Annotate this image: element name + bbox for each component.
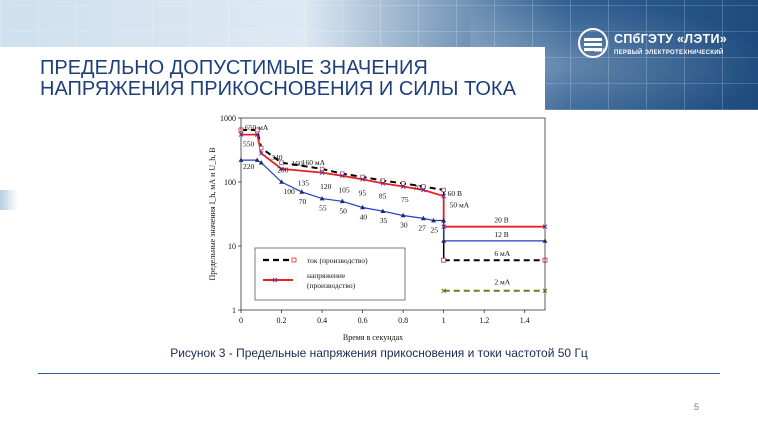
data-label: 25 <box>431 226 439 235</box>
data-label: 40 <box>360 212 368 221</box>
voltage-point-marker <box>254 132 260 137</box>
x-tick-label: 0.4 <box>317 316 327 325</box>
x-axis-label: Время в секундах <box>343 333 403 342</box>
current-point-marker <box>441 257 447 263</box>
data-label: 160 мА <box>302 158 326 167</box>
data-label: 85 <box>379 192 387 201</box>
x-tick-label: 0.2 <box>277 316 287 325</box>
data-label: 50 мА <box>450 200 470 209</box>
voltage-point-marker <box>441 193 446 199</box>
y-tick-label: 10 <box>228 242 236 251</box>
x-tick-label: 0.6 <box>358 316 368 325</box>
data-label: 27 <box>418 223 426 232</box>
x-tick-label: 0.8 <box>398 316 408 325</box>
logo-subtitle: ПЕРВЫЙ ЭЛЕКТРОТЕХНИЧЕСКИЙ <box>614 50 724 56</box>
data-label: 160 <box>292 159 304 168</box>
legend-voltage-label: напряжение (производство) <box>307 271 356 290</box>
current-point-marker <box>259 145 264 151</box>
blue-point-marker <box>339 198 345 204</box>
blue-point-marker <box>421 215 426 221</box>
current-point-marker <box>441 187 446 193</box>
data-label: 220 <box>243 162 255 171</box>
data-label: 120 <box>320 182 332 191</box>
data-label: 550 <box>243 140 255 149</box>
data-label: 12 В <box>494 230 508 239</box>
current-point-marker <box>400 181 406 186</box>
data-label: 30 <box>400 220 408 229</box>
university-logo: 1886 СПбГЭТУ «ЛЭТИ» ПЕРВЫЙ ЭЛЕКТРОТЕХНИЧ… <box>578 26 748 66</box>
voltage-point-marker <box>421 187 426 193</box>
legend-voltage-marker <box>272 277 278 283</box>
data-label: 6 мА <box>494 249 510 258</box>
data-label: 20 В <box>494 216 508 225</box>
current-point-marker <box>279 160 284 165</box>
decorative-stripe <box>0 190 18 210</box>
data-label: 100 <box>284 187 296 196</box>
page-number: 5 <box>694 402 700 412</box>
blue-point-marker <box>254 157 260 162</box>
data-label: 650 мА <box>245 123 269 132</box>
voltage-point-marker <box>360 177 365 182</box>
data-label: 70 <box>413 183 421 192</box>
data-label: 105 <box>338 186 350 195</box>
footer-divider <box>38 373 720 374</box>
voltage-point-marker <box>319 170 325 175</box>
y-tick-label: 1 <box>232 306 236 315</box>
plot-frame <box>240 117 546 311</box>
blue-point-marker <box>319 196 325 201</box>
y-axis-label: Предельные значения I_h, мА и U_h, В <box>208 147 217 280</box>
blue-point-marker <box>441 217 447 223</box>
current-point-marker <box>421 184 426 189</box>
y-tick-label: 100 <box>224 178 236 187</box>
current-point-marker <box>254 127 260 133</box>
legend-box <box>254 247 406 301</box>
current-point-marker <box>319 166 325 172</box>
olive-point-marker <box>441 288 447 294</box>
data-label: 60 В <box>448 189 462 198</box>
current-point-marker <box>380 178 386 183</box>
x-tick-label: 1.2 <box>479 316 489 325</box>
data-label: 135 <box>298 179 310 188</box>
data-label: 35 <box>380 216 388 225</box>
data-label: 2 мА <box>494 278 510 287</box>
legend-current-label: ток (производство) <box>307 256 368 265</box>
blue-point-marker <box>380 208 386 213</box>
data-label: 55 <box>319 204 327 213</box>
y-tick-label: 1000 <box>220 114 236 123</box>
blue-point-marker <box>299 189 305 194</box>
logo-year: 1886 <box>594 48 606 54</box>
voltage-point-marker <box>441 224 446 230</box>
blue-point-marker <box>258 160 264 165</box>
voltage-point-marker <box>340 173 345 179</box>
blue-point-marker <box>400 212 406 218</box>
blue-point-marker <box>431 217 436 223</box>
slide-title: ПРЕДЕЛЬНО ДОПУСТИМЫЕ ЗНАЧЕНИЯ НАПРЯЖЕНИЯ… <box>40 57 516 100</box>
data-label: 340 <box>271 153 283 162</box>
voltage-point-marker <box>400 184 406 189</box>
data-label: 200 <box>277 166 289 175</box>
data-label: 95 <box>359 188 367 197</box>
voltage-point-marker <box>258 151 264 156</box>
voltage-point-marker <box>279 166 284 172</box>
x-tick-label: 1 <box>442 316 446 325</box>
blue-point-marker <box>360 204 365 210</box>
legend-current-marker <box>291 257 297 263</box>
figure-caption: Рисунок 3 - Предельные напряжения прикос… <box>170 346 588 360</box>
data-label: 75 <box>401 195 409 204</box>
data-label: 70 <box>299 197 307 206</box>
logo-name: СПбГЭТУ «ЛЭТИ» <box>614 32 727 46</box>
blue-point-marker <box>279 179 284 184</box>
voltage-point-marker <box>380 181 386 186</box>
blue-point-marker <box>441 238 447 243</box>
x-tick-label: 0 <box>239 316 243 325</box>
data-label: 50 <box>339 206 347 215</box>
chart-figure: 650 мА 550 340 220 200 160 мА 160 100 135 120 105 9… <box>205 110 560 350</box>
x-tick-label: 1.4 <box>520 316 530 325</box>
logo-emblem-icon <box>578 28 608 58</box>
